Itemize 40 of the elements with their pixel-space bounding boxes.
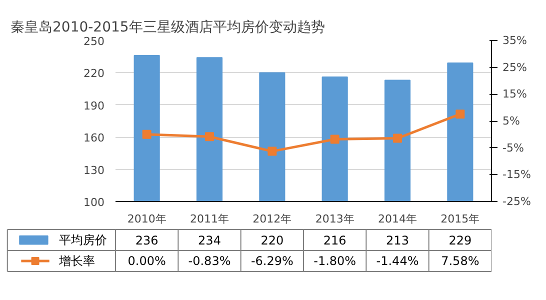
point bbox=[456, 110, 465, 119]
y2-tick-label: -5% bbox=[502, 141, 524, 154]
data-label: 236 bbox=[135, 234, 158, 248]
y2-tick-label: 25% bbox=[502, 60, 527, 74]
y-tick-label: 130 bbox=[84, 164, 105, 177]
data-label: -0.83% bbox=[188, 254, 231, 268]
data-label: -6.29% bbox=[250, 254, 294, 268]
y2-tick-label: -15% bbox=[502, 168, 531, 182]
x-tick-label: 2013年 bbox=[315, 212, 354, 226]
x-tick-label: 2011年 bbox=[190, 212, 230, 226]
data-label: -1.80% bbox=[314, 254, 356, 268]
y2-tick-label: -25% bbox=[502, 195, 531, 208]
data-label: 220 bbox=[260, 234, 284, 248]
legend-label: 增长率 bbox=[58, 254, 95, 268]
data-label: 7.58% bbox=[441, 254, 480, 268]
x-tick-label: 2010年 bbox=[127, 212, 166, 226]
y2-tick-label: 35% bbox=[502, 34, 527, 47]
y-tick-label: 100 bbox=[84, 196, 105, 209]
x-tick-label: 2012年 bbox=[252, 212, 292, 226]
y-tick-label: 190 bbox=[84, 99, 105, 112]
y2-tick-label: 5% bbox=[502, 114, 520, 128]
point bbox=[205, 132, 214, 142]
y2-tick-label: 15% bbox=[502, 88, 527, 101]
x-tick-label: 2014年 bbox=[378, 212, 418, 226]
point bbox=[330, 134, 340, 144]
point bbox=[393, 134, 402, 143]
data-label: 234 bbox=[198, 234, 221, 248]
x-tick-label: 2015年 bbox=[440, 212, 480, 226]
data-label: 0.00% bbox=[128, 254, 166, 268]
y-tick-label: 220 bbox=[84, 67, 105, 80]
data-label: 216 bbox=[323, 234, 346, 248]
y-tick-label: 160 bbox=[84, 132, 105, 145]
data-label: 229 bbox=[448, 234, 472, 248]
chart-title: 秦皇岛2010-2015年三星级酒店平均房价变动趋势 bbox=[10, 20, 325, 36]
y-tick-label: 250 bbox=[84, 35, 105, 48]
legend-label: 平均房价 bbox=[58, 233, 107, 248]
data-label: 213 bbox=[386, 234, 409, 248]
data-label: -1.44% bbox=[376, 254, 419, 268]
point bbox=[268, 146, 277, 156]
point bbox=[142, 130, 152, 139]
